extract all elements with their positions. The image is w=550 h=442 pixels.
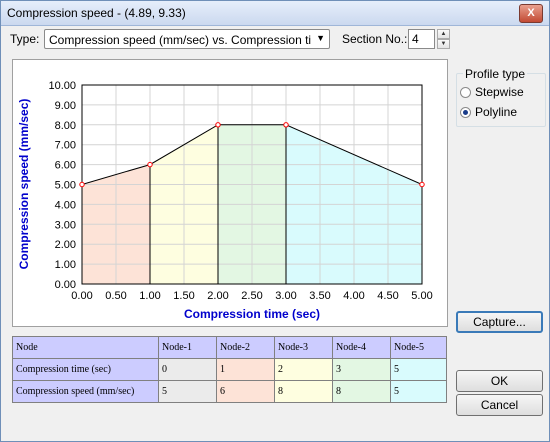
radio-polyline-button[interactable] <box>460 106 471 118</box>
table-header-cell: Node-3 <box>274 336 333 359</box>
data-point <box>215 122 221 128</box>
section-number-input[interactable] <box>408 29 435 49</box>
spin-up-icon[interactable]: ▲ <box>437 29 450 39</box>
y-tick-label: 3.00 <box>55 219 76 231</box>
radio-stepwise-button[interactable] <box>460 86 471 98</box>
row-label: Compression speed (mm/sec) <box>12 380 159 403</box>
y-tick-label: 5.00 <box>55 180 76 192</box>
window-title: Compression speed - (4.89, 9.33) <box>7 6 186 20</box>
x-axis-label: Compression time (sec) <box>184 307 320 321</box>
spin-down-icon[interactable]: ▼ <box>437 39 450 49</box>
table-cell[interactable]: 8 <box>274 380 333 403</box>
data-point <box>283 122 289 128</box>
profile-type-legend: Profile type <box>463 67 528 81</box>
table-cell[interactable]: 1 <box>216 358 275 381</box>
x-tick-label: 0.50 <box>105 290 126 302</box>
data-point <box>147 161 153 168</box>
table-row: Compression time (sec) 0 1 2 3 5 <box>12 358 447 381</box>
radio-stepwise-label: Stepwise <box>475 85 524 99</box>
y-tick-label: 9.00 <box>55 100 76 112</box>
x-tick-label: 3.00 <box>275 290 296 302</box>
type-label: Type: <box>10 32 40 46</box>
node-table: Node Node-1 Node-2 Node-3 Node-4 Node-5 … <box>12 336 447 403</box>
ok-button[interactable]: OK <box>456 370 543 392</box>
close-button[interactable]: X <box>519 4 543 23</box>
y-tick-label: 6.00 <box>55 160 76 172</box>
y-axis-label: Compression speed (mm/sec) <box>17 99 31 270</box>
y-tick-label: 2.00 <box>55 239 76 251</box>
x-tick-label: 0.00 <box>71 290 92 302</box>
table-cell[interactable]: 5 <box>390 358 447 381</box>
table-header-cell: Node-1 <box>158 336 217 359</box>
y-tick-label: 0.00 <box>55 279 76 291</box>
radio-stepwise[interactable]: Stepwise <box>460 85 524 99</box>
x-tick-label: 4.50 <box>377 290 398 302</box>
cancel-button[interactable]: Cancel <box>456 394 543 416</box>
table-header-cell: Node-2 <box>216 336 275 359</box>
radio-polyline[interactable]: Polyline <box>460 105 517 119</box>
radio-polyline-label: Polyline <box>475 105 518 119</box>
y-tick-label: 4.00 <box>55 199 76 211</box>
profile-chart: 0.00 1.00 2.00 3.00 4.00 5.00 6.00 7.00 8.00 9.00… <box>17 80 433 321</box>
y-tick-label: 1.00 <box>55 259 76 271</box>
section-spinner[interactable]: ▲ ▼ <box>437 29 450 49</box>
x-tick-label: 4.00 <box>343 290 364 302</box>
table-cell[interactable]: 5 <box>158 380 217 403</box>
section-label: Section No.: <box>342 32 408 46</box>
table-cell[interactable]: 6 <box>216 380 275 403</box>
row-label: Compression time (sec) <box>12 358 159 381</box>
title-bar[interactable]: Compression speed - (4.89, 9.33) X <box>1 1 549 26</box>
table-cell[interactable]: 5 <box>390 380 447 403</box>
x-tick-label: 2.00 <box>207 290 228 302</box>
table-cell[interactable]: 3 <box>332 358 391 381</box>
x-tick-label: 1.50 <box>173 290 194 302</box>
data-point <box>419 181 425 188</box>
type-select-value: Compression speed (mm/sec) vs. Compressi… <box>49 33 311 47</box>
chevron-down-icon[interactable]: ▼ <box>316 33 325 43</box>
table-cell[interactable]: 8 <box>332 380 391 403</box>
x-tick-label: 3.50 <box>309 290 330 302</box>
table-header-cell: Node-4 <box>332 336 391 359</box>
x-tick-label: 2.50 <box>241 290 262 302</box>
y-tick-label: 7.00 <box>55 140 76 152</box>
table-header-cell: Node-5 <box>390 336 447 359</box>
table-cell[interactable]: 0 <box>158 358 217 381</box>
data-point <box>79 181 85 188</box>
table-cell[interactable]: 2 <box>274 358 333 381</box>
type-select[interactable]: Compression speed (mm/sec) vs. Compressi… <box>44 29 330 49</box>
y-tick-label: 8.00 <box>55 120 76 132</box>
x-tick-label: 1.00 <box>139 290 160 302</box>
chart-panel: 0.00 1.00 2.00 3.00 4.00 5.00 6.00 7.00 8.00 9.00… <box>12 59 448 327</box>
x-tick-label: 5.00 <box>411 290 432 302</box>
table-row: Compression speed (mm/sec) 5 6 8 8 5 <box>12 380 447 403</box>
y-tick-label: 10.00 <box>48 80 76 92</box>
table-header-cell: Node <box>12 336 159 359</box>
capture-button[interactable]: Capture... <box>456 311 543 333</box>
table-header-row: Node Node-1 Node-2 Node-3 Node-4 Node-5 <box>12 336 447 359</box>
